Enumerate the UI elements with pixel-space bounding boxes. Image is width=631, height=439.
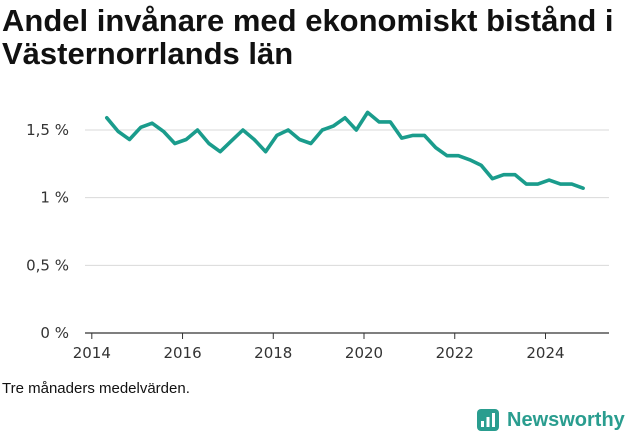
series-line [105, 110, 585, 190]
gridlines [85, 129, 609, 334]
x-axis: 2014 2016 2018 2020 2022 2024 [73, 333, 565, 362]
y-axis: 0 % 0,5 % 1 % 1,5 % [26, 121, 69, 342]
brand-logo[interactable]: Newsworthy [476, 408, 625, 432]
x-tick-label: 2024 [526, 344, 564, 362]
x-tick-label: 2022 [436, 344, 474, 362]
x-tick-label: 2020 [345, 344, 383, 362]
chart-note: Tre månaders medelvärden. [2, 380, 190, 397]
y-tick-label: 1 % [40, 189, 69, 207]
x-tick-label: 2014 [73, 344, 111, 362]
data-series [105, 110, 585, 190]
brand-name: Newsworthy [507, 408, 625, 431]
chart-title: Andel invånare med ekonomiskt bistånd i … [2, 3, 614, 71]
y-tick-label: 0,5 % [26, 256, 69, 274]
newsworthy-logo-icon [477, 409, 499, 431]
x-tick-label: 2018 [254, 344, 292, 362]
x-tick-label: 2016 [163, 344, 201, 362]
y-tick-label: 0 % [40, 324, 69, 342]
y-tick-label: 1,5 % [26, 121, 69, 139]
